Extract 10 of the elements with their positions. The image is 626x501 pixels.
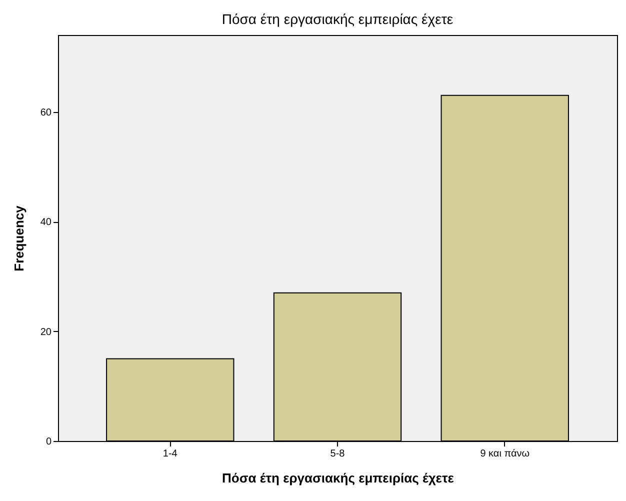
y-tick-label: 20 [40,326,52,338]
chart-title: Πόσα έτη εργασιακής εμπειρίας έχετε [222,11,454,27]
y-axis-title: Frequency [11,204,26,272]
x-tick-label: 5-8 [330,448,346,460]
y-tick-label: 60 [40,107,52,118]
y-tick-label: 0 [46,436,52,448]
x-tick-label: 1-4 [162,448,178,460]
x-tick-label: 9 και πάνω [480,448,530,460]
x-axis-title: Πόσα έτη εργασιακής εμπειρίας έχετε [222,470,454,486]
y-tick-label: 40 [40,217,52,228]
